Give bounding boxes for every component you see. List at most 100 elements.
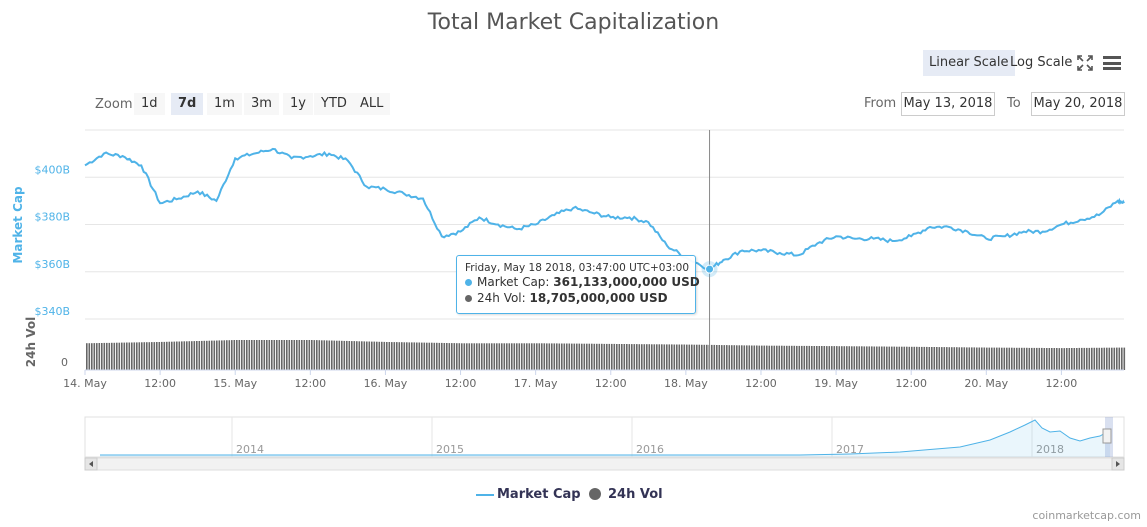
volume-bar — [526, 343, 528, 370]
legend-market-cap[interactable]: Market Cap — [497, 487, 581, 502]
volume-bar — [786, 345, 788, 370]
volume-bar — [541, 343, 543, 370]
zoom-ytd-button[interactable]: YTD — [314, 93, 354, 115]
volume-bar — [1018, 347, 1021, 370]
zoom-1d-button[interactable]: 1d — [134, 93, 165, 115]
volume-bar — [208, 340, 211, 370]
navigator-scrollbar-track[interactable] — [84, 457, 1125, 471]
zoom-1m-button[interactable]: 1m — [207, 93, 242, 115]
scroll-right-arrow-icon — [1116, 461, 1120, 467]
volume-bar — [673, 344, 676, 370]
volume-bar — [933, 347, 936, 370]
volume-bar — [678, 344, 681, 370]
x-tick-label: 12:00 — [294, 377, 326, 390]
volume-bar — [866, 346, 868, 370]
volume-bar — [961, 347, 963, 370]
volume-bar — [976, 347, 978, 370]
volume-bar — [718, 345, 721, 370]
volume-bar — [921, 346, 923, 370]
volume-bar — [713, 344, 716, 370]
volume-bar — [843, 346, 846, 370]
volume-bar — [488, 343, 491, 370]
volume-bar — [178, 341, 181, 370]
zoom-all-button[interactable]: ALL — [353, 93, 391, 115]
x-tick-label: 14. May — [63, 377, 107, 390]
volume-bar — [941, 347, 943, 370]
volume-bar — [311, 340, 313, 370]
volume-bar — [333, 340, 336, 370]
volume-bar — [898, 346, 901, 370]
zoom-7d-button[interactable]: 7d — [171, 93, 204, 115]
legend-volume[interactable]: 24h Vol — [608, 487, 663, 502]
volume-bar — [443, 343, 446, 370]
volume-bar — [981, 347, 983, 370]
from-date-input[interactable]: May 13, 2018 — [901, 92, 995, 116]
volume-bar — [883, 346, 886, 370]
credit-link[interactable]: coinmarketcap.com — [1032, 509, 1141, 522]
volume-bar — [963, 347, 966, 370]
log-scale-button[interactable]: Log Scale — [1010, 55, 1073, 70]
volume-bar — [188, 341, 191, 370]
volume-bar — [396, 342, 398, 370]
volume-bar — [603, 343, 606, 370]
volume-bar — [341, 340, 343, 370]
from-label: From — [864, 96, 897, 111]
volume-bar — [431, 342, 433, 370]
volume-bar — [463, 343, 466, 370]
zoom-1y-button[interactable]: 1y — [283, 93, 313, 115]
to-date-input[interactable]: May 20, 2018 — [1031, 92, 1125, 116]
volume-bar — [1041, 347, 1043, 370]
y-tick-label: $380B — [34, 211, 70, 224]
volume-bar — [873, 346, 876, 370]
volume-bar — [731, 345, 733, 370]
volume-bar — [696, 344, 698, 370]
volume-bar — [326, 340, 328, 370]
volume-bar — [868, 346, 871, 370]
volume-axis-title: 24h Vol — [24, 317, 38, 367]
volume-bar — [218, 340, 221, 370]
volume-bar — [1076, 348, 1078, 370]
navigator-area[interactable] — [84, 416, 1125, 458]
volume-bar — [1028, 347, 1031, 370]
volume-bar — [346, 340, 348, 370]
volume-bar — [383, 341, 386, 370]
navigator-handle[interactable] — [1102, 428, 1112, 444]
volume-bar — [946, 347, 948, 370]
navigator-series-line — [100, 419, 1111, 456]
volume-bar — [803, 345, 806, 370]
volume-bar — [766, 345, 768, 370]
volume-bar — [163, 341, 166, 370]
volume-bar — [923, 346, 926, 370]
volume-bar — [688, 344, 691, 370]
zoom-3m-button[interactable]: 3m — [244, 93, 279, 115]
volume-bar — [318, 340, 321, 370]
volume-bar — [221, 340, 223, 370]
volume-bar — [1056, 348, 1058, 370]
volume-bar — [701, 344, 703, 370]
volume-bar — [133, 342, 136, 370]
volume-bar — [788, 345, 791, 370]
volume-bar — [263, 340, 266, 370]
volume-bar — [876, 346, 878, 370]
volume-bar — [751, 345, 753, 370]
menu-icon[interactable] — [1103, 56, 1121, 70]
volume-bar — [996, 347, 998, 370]
volume-bar — [846, 346, 848, 370]
volume-bar — [413, 342, 416, 370]
volume-bar — [918, 346, 921, 370]
volume-bar — [501, 343, 503, 370]
volume-bar — [991, 347, 993, 370]
volume-bar — [338, 340, 341, 370]
volume-bar — [128, 342, 131, 370]
volume-bar — [1046, 348, 1048, 370]
volume-bar — [1083, 347, 1086, 370]
fullscreen-icon[interactable] — [1077, 55, 1093, 71]
volume-bar — [451, 343, 453, 370]
volume-bar — [1096, 347, 1098, 370]
volume-bar — [471, 343, 473, 370]
volume-bar — [273, 340, 276, 370]
volume-bar — [746, 345, 748, 370]
volume-bar — [753, 345, 756, 370]
linear-scale-button[interactable]: Linear Scale — [923, 50, 1015, 76]
volume-bar — [191, 341, 193, 370]
